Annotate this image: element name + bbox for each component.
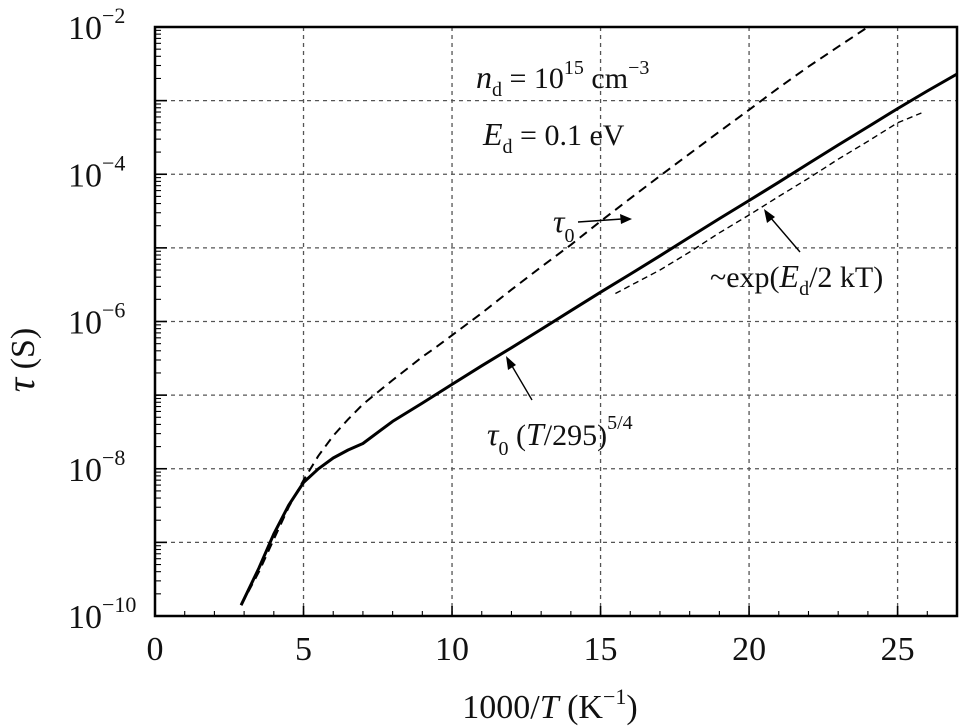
arrow-exp bbox=[769, 216, 801, 253]
arrowhead-exp bbox=[764, 209, 775, 223]
y-tick-label: 10−4 bbox=[68, 150, 125, 194]
x-tick-label: 20 bbox=[732, 631, 766, 668]
x-axis-label: 1000/T (K−1) bbox=[462, 684, 638, 726]
x-tick-label: 15 bbox=[584, 631, 618, 668]
arrowhead-tau0-scaled bbox=[506, 356, 516, 370]
series-label-tau0-scaled: τ0 (T/295)5/4 bbox=[487, 412, 633, 460]
curves bbox=[239, 27, 957, 606]
x-tick-label: 0 bbox=[147, 631, 164, 668]
nd-annotation: nd = 1015 cm−3 bbox=[476, 57, 649, 101]
y-tick-label: 10−8 bbox=[68, 445, 125, 489]
series-line-0 bbox=[240, 27, 898, 606]
series-label-tau0: τ0 bbox=[553, 203, 574, 247]
y-axis-label: τ (S) bbox=[0, 328, 43, 392]
ed-annotation: Ed = 0.1 eV bbox=[482, 116, 625, 158]
y-tick-label: 10−6 bbox=[68, 298, 125, 342]
arrowhead-tau0 bbox=[620, 214, 632, 224]
x-tick-label: 10 bbox=[435, 631, 469, 668]
y-tick-label: 10−2 bbox=[68, 3, 125, 47]
series-label-exp: ~exp(Ed/2 kT) bbox=[710, 258, 883, 300]
y-tick-label: 10−10 bbox=[68, 592, 136, 636]
arrow-tau0 bbox=[577, 218, 623, 223]
y-tick-labels: 10−2 10−4 10−6 10−8 10−10 bbox=[68, 3, 136, 636]
series-line-1 bbox=[239, 72, 957, 606]
x-tick-labels: 0 5 10 15 20 25 bbox=[147, 631, 915, 668]
x-tick-label: 5 bbox=[295, 631, 312, 668]
x-tick-label: 25 bbox=[881, 631, 915, 668]
axis-ticks bbox=[154, 26, 928, 617]
series-line-2 bbox=[615, 112, 922, 295]
arrow-tau0-scaled bbox=[511, 365, 533, 401]
